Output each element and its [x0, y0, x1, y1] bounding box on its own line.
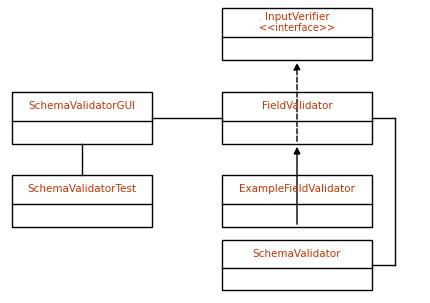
Text: SchemaValidatorGUI: SchemaValidatorGUI [28, 101, 135, 111]
Bar [12, 175, 152, 227]
Text: FieldValidator: FieldValidator [261, 101, 332, 111]
Text: SchemaValidator: SchemaValidator [252, 249, 341, 259]
Bar [221, 8, 371, 60]
Bar [12, 92, 152, 144]
Bar [221, 92, 371, 144]
Bar [221, 240, 371, 290]
Text: InputVerifier: InputVerifier [264, 12, 329, 22]
Bar [221, 175, 371, 227]
Text: <<interface>>: <<interface>> [258, 23, 334, 33]
Text: SchemaValidatorTest: SchemaValidatorTest [28, 184, 136, 194]
Text: ExampleFieldValidator: ExampleFieldValidator [239, 184, 354, 194]
